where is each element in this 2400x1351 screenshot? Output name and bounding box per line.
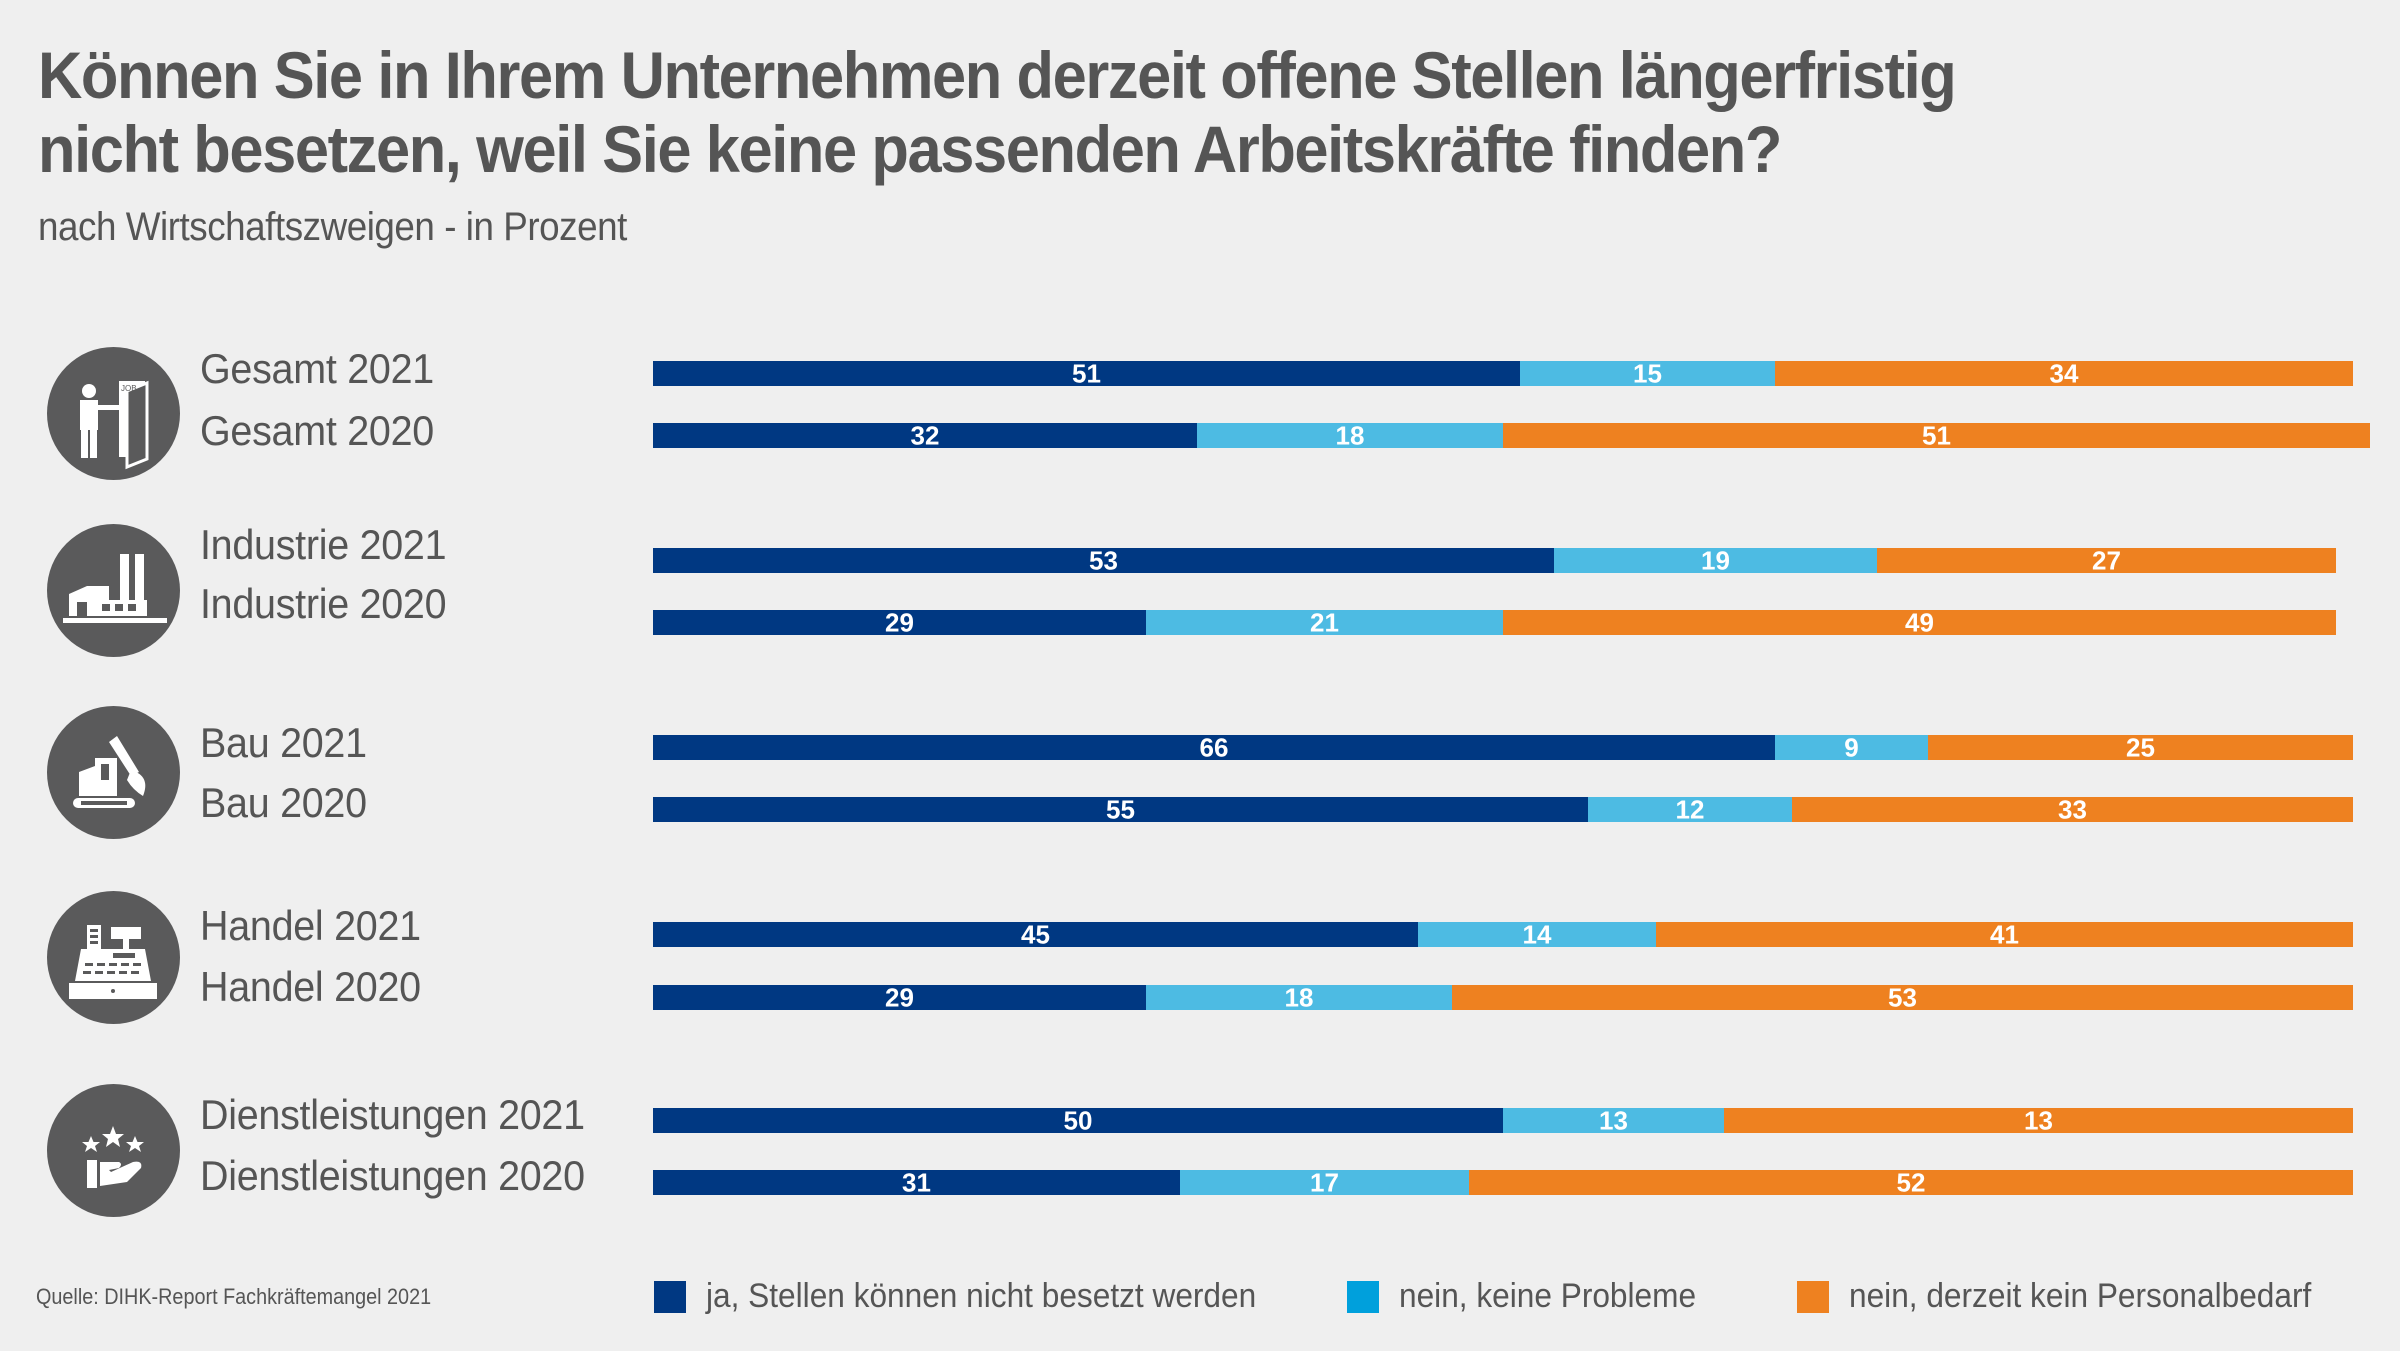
row-label-handel-2021: Handel 2021 <box>200 902 421 949</box>
source-note: Quelle: DIHK-Report Fachkräftemangel 202… <box>36 1284 432 1309</box>
bar-segment-handel-2020-series-0 <box>653 985 1146 1010</box>
data-label-handel-2020-series-0: 29 <box>885 983 914 1013</box>
row-label-industrie-2021: Industrie 2021 <box>200 521 447 568</box>
data-label-dienstleistungen-2020-series-1: 17 <box>1310 1168 1339 1198</box>
legend-swatch-nein-keine-probleme <box>1347 1280 1379 1313</box>
data-label-dienstleistungen-2020-series-2: 52 <box>1897 1168 1926 1198</box>
data-label-handel-2021-series-0: 45 <box>1021 920 1050 950</box>
bar-segment-bau-2021-series-1 <box>1775 735 1928 760</box>
svg-text:JOB: JOB <box>121 384 137 393</box>
bar-segment-gesamt-2020-series-2 <box>1503 423 2370 448</box>
row-label-industrie-2020: Industrie 2020 <box>200 580 447 627</box>
data-label-dienstleistungen-2021-series-1: 13 <box>1599 1106 1628 1136</box>
data-label-gesamt-2020-series-1: 18 <box>1336 421 1365 451</box>
bar-segment-bau-2021-series-0 <box>653 735 1775 760</box>
bar-segment-gesamt-2020-series-1 <box>1197 423 1503 448</box>
data-label-dienstleistungen-2020-series-0: 31 <box>902 1168 931 1198</box>
data-label-handel-2021-series-2: 41 <box>1990 920 2019 950</box>
legend-swatch-ja <box>654 1280 686 1313</box>
data-label-bau-2021-series-2: 25 <box>2126 733 2155 763</box>
data-label-gesamt-2021-series-1: 15 <box>1633 359 1662 389</box>
legend-label-ja: ja, Stellen können nicht besetzt werden <box>706 1277 1257 1315</box>
row-label-bau-2020: Bau 2020 <box>200 779 367 826</box>
chart-title-line-1: Können Sie in Ihrem Unternehmen derzeit … <box>38 38 1957 112</box>
bar-segment-dienstleistungen-2020-series-2 <box>1469 1170 2353 1195</box>
bar-segment-industrie-2021-series-1 <box>1554 548 1877 573</box>
data-label-handel-2021-series-1: 14 <box>1523 920 1552 950</box>
data-label-dienstleistungen-2021-series-0: 50 <box>1064 1106 1093 1136</box>
data-label-industrie-2021-series-0: 53 <box>1089 546 1118 576</box>
bar-segment-gesamt-2020-series-0 <box>653 423 1197 448</box>
bar-segment-industrie-2020-series-2 <box>1503 610 2336 635</box>
bar-segment-handel-2021-series-0 <box>653 922 1418 947</box>
data-label-handel-2020-series-2: 53 <box>1888 983 1917 1013</box>
bar-segment-industrie-2021-series-0 <box>653 548 1554 573</box>
legend-item-ja: ja, Stellen können nicht besetzt werden <box>654 1277 1298 1316</box>
service-stars-hand-icon <box>47 1084 180 1217</box>
data-label-industrie-2020-series-1: 21 <box>1310 608 1339 638</box>
data-label-industrie-2021-series-1: 19 <box>1701 546 1730 576</box>
bar-segment-bau-2020-series-2 <box>1792 797 2353 822</box>
data-label-industrie-2021-series-2: 27 <box>2092 546 2121 576</box>
bar-segment-bau-2020-series-1 <box>1588 797 1792 822</box>
bar-segment-handel-2021-series-2 <box>1656 922 2353 947</box>
bar-segment-handel-2020-series-2 <box>1452 985 2353 1010</box>
legend-item-nein-kein-bedarf: nein, derzeit kein Personalbedarf <box>1797 1277 2346 1316</box>
data-label-industrie-2020-series-0: 29 <box>885 608 914 638</box>
bar-segment-bau-2020-series-0 <box>653 797 1588 822</box>
legend-item-nein-keine-probleme: nein, keine Probleme <box>1347 1277 1718 1316</box>
bar-segment-gesamt-2021-series-1 <box>1520 361 1775 386</box>
bar-segment-bau-2021-series-2 <box>1928 735 2353 760</box>
data-label-bau-2021-series-0: 66 <box>1200 733 1229 763</box>
row-label-dienstleistungen-2020: Dienstleistungen 2020 <box>200 1152 585 1199</box>
row-label-gesamt-2020: Gesamt 2020 <box>200 407 434 454</box>
legend-label-nein-keine-probleme: nein, keine Probleme <box>1399 1277 1697 1315</box>
job-door-icon: JOB <box>47 347 180 480</box>
legend-label-nein-kein-bedarf: nein, derzeit kein Personalbedarf <box>1849 1277 2312 1315</box>
data-label-bau-2021-series-1: 9 <box>1844 733 1858 763</box>
data-label-gesamt-2020-series-2: 51 <box>1922 421 1951 451</box>
data-label-dienstleistungen-2021-series-2: 13 <box>2024 1106 2053 1136</box>
bar-segment-gesamt-2021-series-2 <box>1775 361 2353 386</box>
cash-register-icon <box>47 891 180 1024</box>
bar-segment-dienstleistungen-2021-series-2 <box>1724 1108 2353 1133</box>
data-label-bau-2020-series-1: 12 <box>1676 795 1705 825</box>
data-label-gesamt-2021-series-0: 51 <box>1072 359 1101 389</box>
chart-title: Können Sie in Ihrem Unternehmen derzeit … <box>38 38 1957 186</box>
bar-segment-dienstleistungen-2021-series-0 <box>653 1108 1503 1133</box>
row-label-dienstleistungen-2021: Dienstleistungen 2021 <box>200 1091 585 1138</box>
data-label-gesamt-2020-series-0: 32 <box>911 421 940 451</box>
data-label-handel-2020-series-1: 18 <box>1285 983 1314 1013</box>
bar-segment-dienstleistungen-2020-series-0 <box>653 1170 1180 1195</box>
chart-subtitle: nach Wirtschaftszweigen - in Prozent <box>38 205 627 249</box>
bar-segment-industrie-2021-series-2 <box>1877 548 2336 573</box>
bar-segment-gesamt-2021-series-0 <box>653 361 1520 386</box>
chart-title-line-2: nicht besetzen, weil Sie keine passenden… <box>38 112 1782 186</box>
excavator-icon <box>47 706 180 839</box>
row-label-bau-2021: Bau 2021 <box>200 719 367 766</box>
bar-segment-industrie-2020-series-1 <box>1146 610 1503 635</box>
row-label-gesamt-2021: Gesamt 2021 <box>200 345 434 392</box>
bar-segment-handel-2021-series-1 <box>1418 922 1656 947</box>
bar-segment-industrie-2020-series-0 <box>653 610 1146 635</box>
bar-segment-dienstleistungen-2021-series-1 <box>1503 1108 1724 1133</box>
bar-segment-dienstleistungen-2020-series-1 <box>1180 1170 1469 1195</box>
row-label-handel-2020: Handel 2020 <box>200 963 421 1010</box>
data-label-gesamt-2021-series-2: 34 <box>2050 359 2079 389</box>
data-label-bau-2020-series-2: 33 <box>2058 795 2087 825</box>
factory-icon <box>47 524 180 657</box>
bar-segment-handel-2020-series-1 <box>1146 985 1452 1010</box>
data-label-bau-2020-series-0: 55 <box>1106 795 1135 825</box>
legend-swatch-nein-kein-bedarf <box>1797 1280 1829 1313</box>
data-label-industrie-2020-series-2: 49 <box>1905 608 1934 638</box>
